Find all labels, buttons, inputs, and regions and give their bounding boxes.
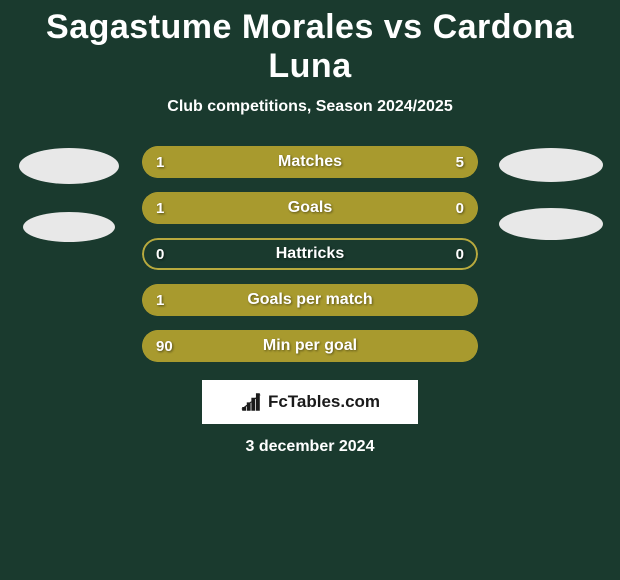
stat-row: 00Hattricks (142, 238, 478, 270)
stat-row: 10Goals (142, 192, 478, 224)
chart-area: 15Matches 10Goals 00Hattricks 1Goals per ma… (0, 146, 620, 362)
infographic-container: Sagastume Morales vs Cardona Luna Club c… (0, 0, 620, 456)
subtitle: Club competitions, Season 2024/2025 (167, 98, 452, 116)
team2-logo-placeholder (499, 208, 603, 240)
stat-row: 15Matches (142, 146, 478, 178)
stat-label: Goals (142, 199, 478, 217)
logo-text: FcTables.com (268, 392, 380, 412)
player2-avatar-placeholder (499, 148, 603, 182)
stat-label: Min per goal (142, 337, 478, 355)
fctables-logo[interactable]: FcTables.com (202, 380, 418, 424)
stat-label: Hattricks (142, 245, 478, 263)
team1-logo-placeholder (23, 212, 115, 242)
player1-avatar-placeholder (19, 148, 119, 184)
page-title: Sagastume Morales vs Cardona Luna (0, 8, 620, 86)
date-text: 3 december 2024 (246, 438, 375, 456)
avatar-column-right (496, 146, 606, 240)
bar-chart-icon (240, 391, 262, 413)
stat-row: 90Min per goal (142, 330, 478, 362)
avatar-column-left (14, 146, 124, 242)
stat-label: Matches (142, 153, 478, 171)
stat-label: Goals per match (142, 291, 478, 309)
stats-bars: 15Matches 10Goals 00Hattricks 1Goals per ma… (142, 146, 478, 362)
stat-row: 1Goals per match (142, 284, 478, 316)
